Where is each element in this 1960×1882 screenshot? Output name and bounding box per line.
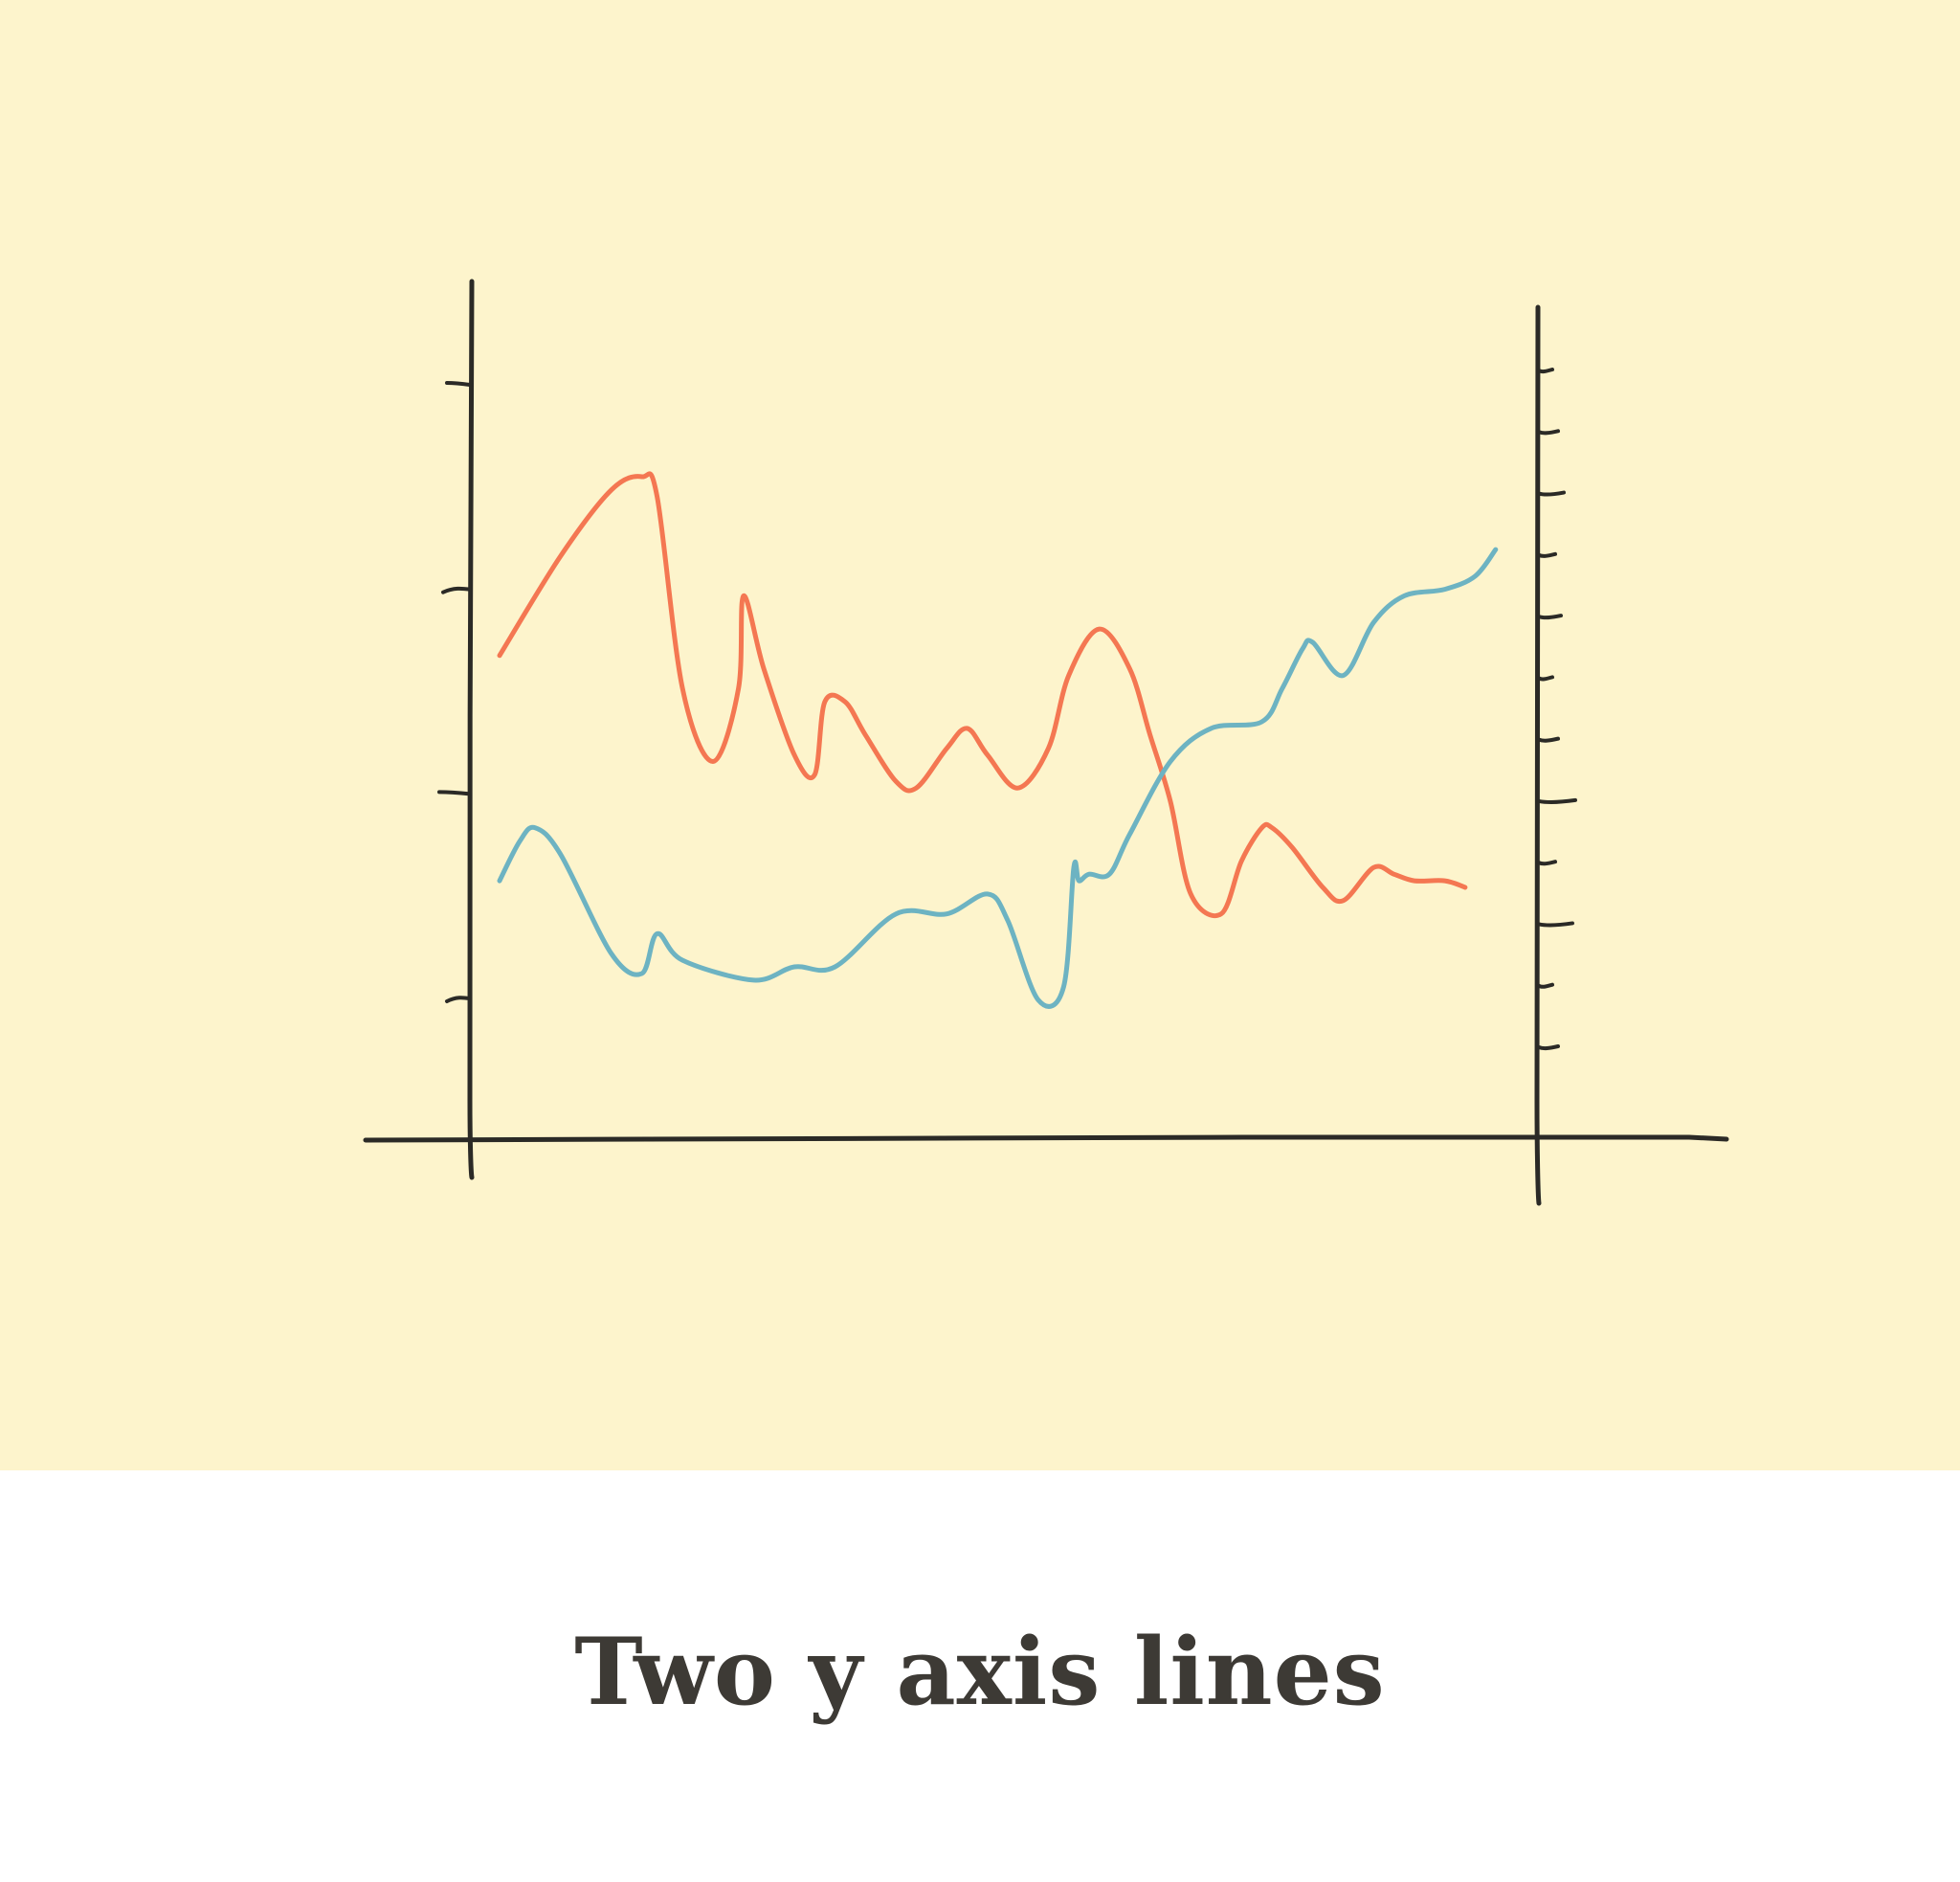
right-axis-tick [1537,982,1554,989]
caption-area: Two y axis lines [0,1470,1960,1882]
left-y-axis-line [467,279,475,1180]
right-axis-tick [1537,490,1566,497]
dual-axis-line-chart [363,279,1729,1206]
left-axis-tick [445,996,472,1003]
right-axis-tick [1537,736,1560,743]
chart-illustration-panel [0,0,1960,1470]
left-axis-tick [445,381,472,387]
x-axis-line [363,1134,1729,1143]
left-axis-tick [441,586,472,594]
series-line-left-axis [497,471,1468,919]
series-line-right-axis [497,547,1499,1009]
right-axis-tick [1537,675,1554,682]
right-axis-tick [1537,921,1574,928]
right-axis-tick [1537,429,1560,436]
series-layer [497,471,1499,1009]
right-axis-tick [1537,368,1554,374]
chart-title: Two y axis lines [574,1617,1386,1726]
right-axis-tick [1537,551,1557,558]
right-y-axis-line [1534,304,1542,1206]
left-axis-tick [437,790,472,796]
right-axis-tick [1537,860,1557,866]
left-axis-ticks [437,381,472,1003]
right-axis-tick [1537,1044,1560,1051]
right-axis-tick [1537,797,1577,804]
right-axis-ticks [1537,368,1577,1051]
right-axis-tick [1537,614,1563,620]
